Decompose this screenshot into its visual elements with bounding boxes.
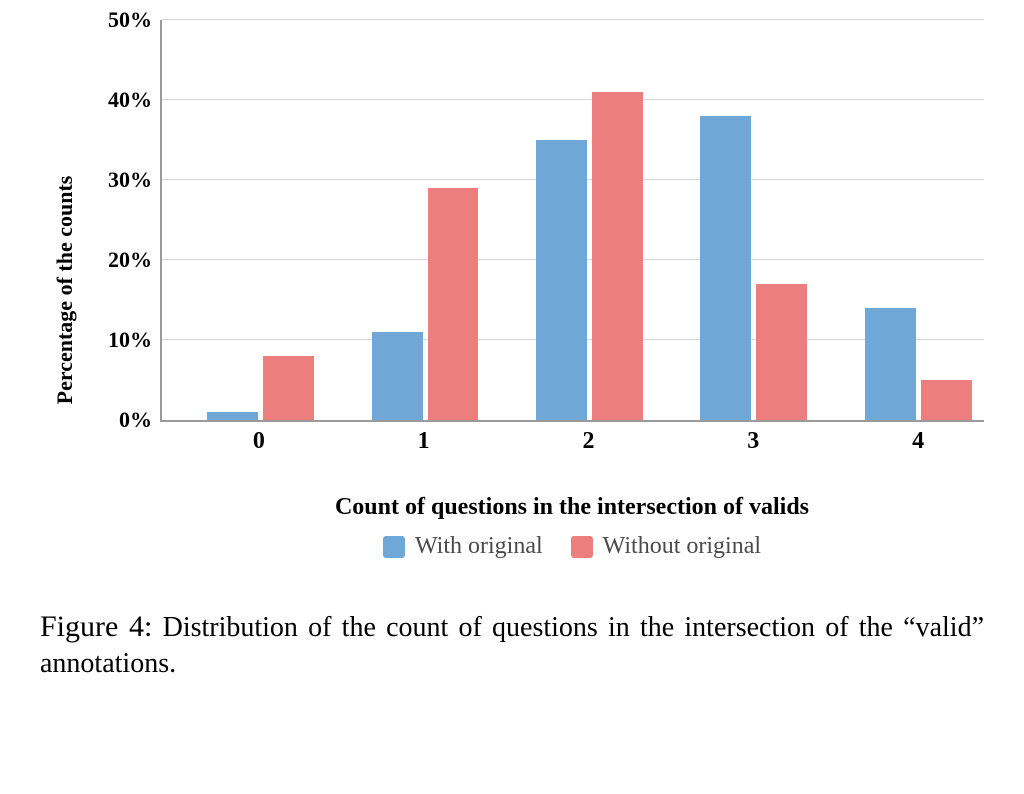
legend-swatch <box>383 536 405 558</box>
gridline <box>162 99 984 100</box>
y-tick-label: 40% <box>108 87 152 113</box>
bar <box>700 116 751 420</box>
x-tick-label: 2 <box>582 428 594 455</box>
bar <box>428 188 479 420</box>
x-tick-area: 0 1 2 3 4 <box>160 422 984 462</box>
figure-caption: Figure 4: Distribution of the count of q… <box>40 608 984 682</box>
x-tick-label: 4 <box>912 428 924 455</box>
y-tick-label: 20% <box>108 247 152 273</box>
bar <box>756 284 807 420</box>
bar <box>372 332 423 420</box>
y-tick-label: 50% <box>108 7 152 33</box>
y-axis-label-column: Percentage of the counts <box>40 20 90 560</box>
x-tick-row: 0 1 2 3 4 <box>90 422 984 462</box>
plot-area <box>160 20 984 422</box>
figure-container: Percentage of the counts 0% 10% 20% 30% 40% 5… <box>0 0 1024 702</box>
y-tick-label: 0% <box>119 407 152 433</box>
bar <box>263 356 314 420</box>
plot-column: 0%10%20%30%40%50% 01234 Count of questio… <box>90 20 984 560</box>
legend-item: With original <box>383 533 543 560</box>
y-tick-label: 10% <box>108 327 152 353</box>
legend-label: Without original <box>603 533 761 560</box>
y-axis-label: Percentage of the counts <box>52 176 78 405</box>
bar <box>592 92 643 420</box>
x-axis-label: Count of questions in the intersection o… <box>90 494 984 521</box>
legend-item: Without original <box>571 533 761 560</box>
legend-label: With original <box>415 533 543 560</box>
plot-row: 0%10%20%30%40%50% <box>90 20 984 422</box>
legend-swatch <box>571 536 593 558</box>
y-tick-label: 30% <box>108 167 152 193</box>
x-tick-label: 3 <box>747 428 759 455</box>
figure-number: Figure 4: <box>40 610 152 643</box>
bar <box>207 412 258 420</box>
bar <box>865 308 916 420</box>
chart: Percentage of the counts 0%10%20%30%40%5… <box>40 20 984 560</box>
y-tick-column: 0%10%20%30%40%50% <box>90 20 160 420</box>
x-tick-label: 0 <box>253 428 265 455</box>
figure-caption-text: Distribution of the count of questions i… <box>40 612 984 679</box>
bar <box>536 140 587 420</box>
x-tick-label: 1 <box>418 428 430 455</box>
bar <box>921 380 972 420</box>
legend: With original Without original <box>90 533 984 560</box>
gridline <box>162 19 984 20</box>
